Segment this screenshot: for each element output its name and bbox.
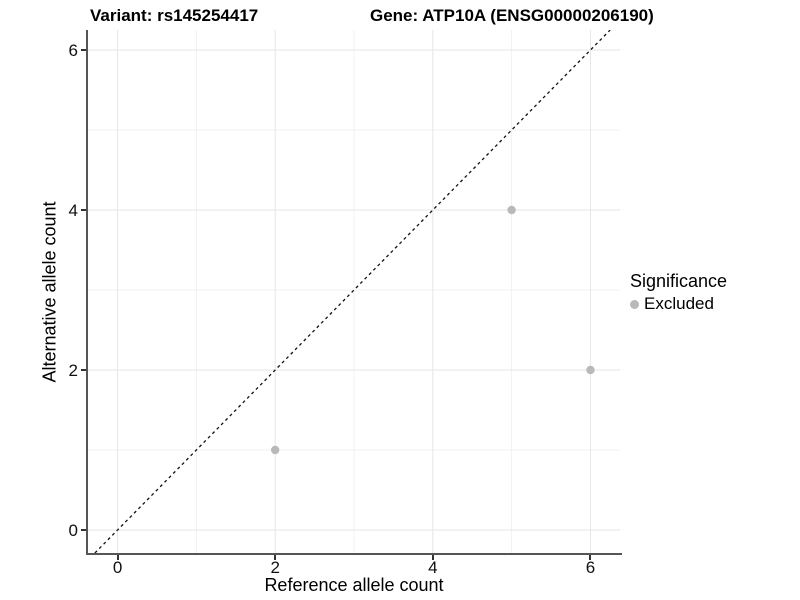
y-axis-line [86, 30, 88, 555]
y-tick-mark [81, 209, 86, 211]
x-tick-mark [116, 555, 119, 560]
x-tick-mark [274, 555, 277, 560]
x-axis-line [86, 553, 622, 555]
y-axis-title: Alternative allele count [39, 201, 60, 383]
panel-canvas [88, 30, 620, 553]
plot-panel [88, 30, 620, 553]
x-tick-label: 2 [270, 558, 280, 577]
data-point [270, 445, 280, 455]
plot-title-variant: Variant: rs145254417 [90, 6, 259, 25]
data-point [507, 205, 516, 215]
legend: Significance Excluded [630, 271, 727, 314]
data-point [586, 365, 595, 375]
legend-title: Significance [630, 271, 728, 291]
x-tick-mark [431, 555, 434, 560]
x-axis-title: Reference allele count [264, 575, 444, 595]
x-tick-mark [589, 555, 592, 560]
x-tick-label: 6 [585, 558, 596, 577]
legend-point-icon [630, 299, 639, 309]
x-tick-label: 4 [428, 558, 438, 577]
y-tick-label: 2 [68, 360, 78, 380]
y-tick-label: 6 [68, 40, 78, 60]
y-tick-mark [81, 49, 86, 51]
legend-item-label: Excluded [644, 294, 714, 313]
x-tick-label: 0 [112, 558, 123, 577]
y-tick-label: 4 [68, 200, 78, 220]
y-tick-label: 0 [68, 520, 78, 540]
identity-line [94, 30, 611, 553]
y-tick-mark [81, 529, 86, 531]
plot-title-gene: Gene: ATP10A (ENSG00000206190) [370, 6, 654, 25]
y-tick-mark [81, 369, 86, 371]
legend-item-excluded: Excluded [630, 294, 727, 314]
